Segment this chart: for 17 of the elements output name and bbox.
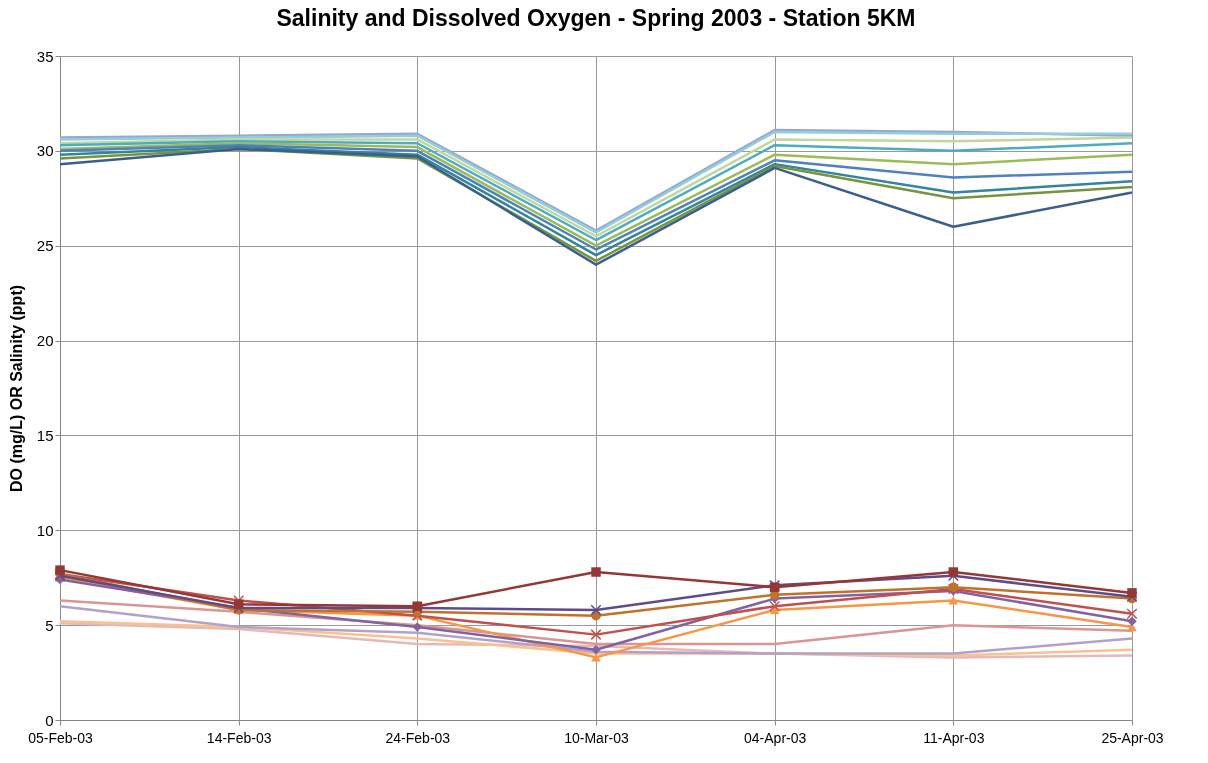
- y-axis-title: DO (mg/L) OR Salinity (ppt): [7, 284, 25, 493]
- x-tick-label: 04-Apr-03: [744, 729, 807, 746]
- y-tick-label: 5: [45, 616, 54, 634]
- x-tick-label: 24-Feb-03: [385, 729, 451, 746]
- x-tick-label: 10-Mar-03: [564, 729, 629, 746]
- y-tick-label: 20: [36, 332, 54, 350]
- y-tick-label: 0: [45, 711, 54, 729]
- y-tick-label: 10: [36, 521, 54, 539]
- x-tick-label: 11-Apr-03: [923, 729, 985, 746]
- y-tick-label: 25: [36, 237, 54, 255]
- y-tick-label: 15: [36, 426, 54, 444]
- x-tick-label: 14-Feb-03: [206, 729, 272, 746]
- x-tick-label: 05-Feb-03: [28, 729, 94, 746]
- x-tick-label: 25-Apr-03: [1101, 729, 1164, 746]
- chart-title: Salinity and Dissolved Oxygen - Spring 2003 - Station 5KM: [276, 5, 916, 31]
- y-tick-label: 30: [36, 142, 54, 160]
- y-tick-label: 35: [36, 47, 54, 65]
